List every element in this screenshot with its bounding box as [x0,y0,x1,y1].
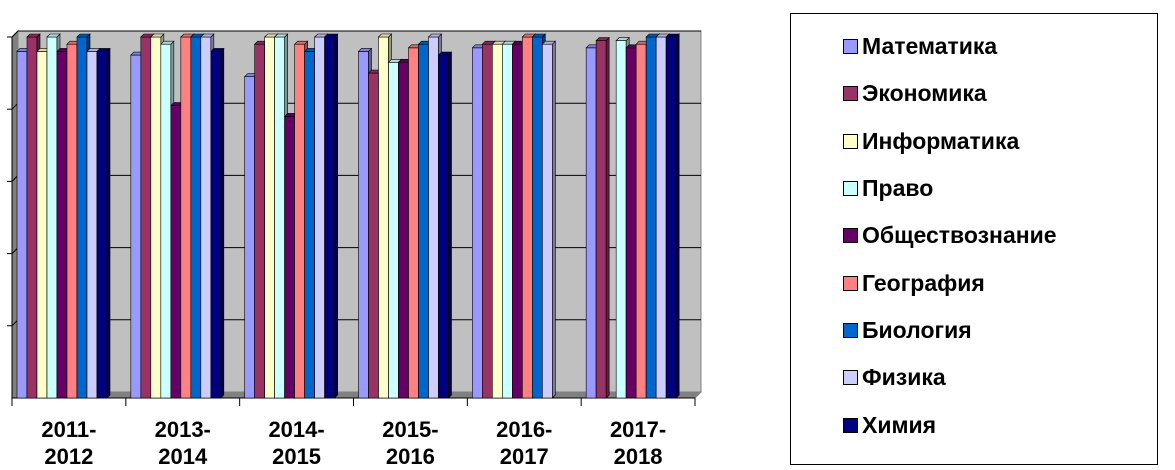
legend-label: География [862,269,985,296]
legend-swatch [843,228,858,244]
legend-label: Биология [862,316,972,343]
chart-legend: Математика Экономика Информатика Право Общес… [790,13,1158,465]
legend-item: Химия [791,401,1157,448]
x-tick-label: 2011- 2012 [41,417,97,469]
bar [210,47,225,399]
bar [323,33,339,399]
legend-label: Право [862,175,934,202]
bar [541,40,557,399]
legend-item: Биология [791,307,1157,354]
bar [437,51,453,399]
legend-swatch [843,322,858,338]
legend-swatch [843,275,858,291]
bar [665,33,680,399]
legend-item: География [791,259,1157,306]
legend-label: Математика [862,33,998,60]
bar [96,47,111,399]
legend-label: Обществознание [862,222,1057,249]
legend-label: Физика [862,364,946,391]
gridline [11,30,701,38]
x-tick-label: 2013- 2014 [154,417,211,469]
x-tick-label: 2016- 2017 [496,417,553,469]
bar-chart [7,29,703,406]
legend-item: Право [791,165,1157,212]
x-tick-label: 2014- 2015 [268,417,325,469]
legend-item: Обществознание [791,212,1157,259]
x-tick-label: 2015- 2016 [382,417,439,469]
legend-swatch [843,133,858,149]
legend-swatch [843,370,858,386]
x-tick-label: 2017- 2018 [609,417,667,469]
bar [595,36,610,399]
legend-swatch [843,181,858,197]
legend-label: Химия [862,411,937,438]
legend-item: Физика [791,354,1157,401]
legend-label: Информатика [862,127,1020,154]
legend-item: Экономика [791,70,1157,117]
legend-item: Математика [791,23,1157,70]
legend-item: Информатика [791,118,1157,165]
legend-label: Экономика [862,80,987,107]
legend-swatch [843,39,858,55]
legend-swatch [843,417,858,433]
legend-swatch [843,86,858,102]
